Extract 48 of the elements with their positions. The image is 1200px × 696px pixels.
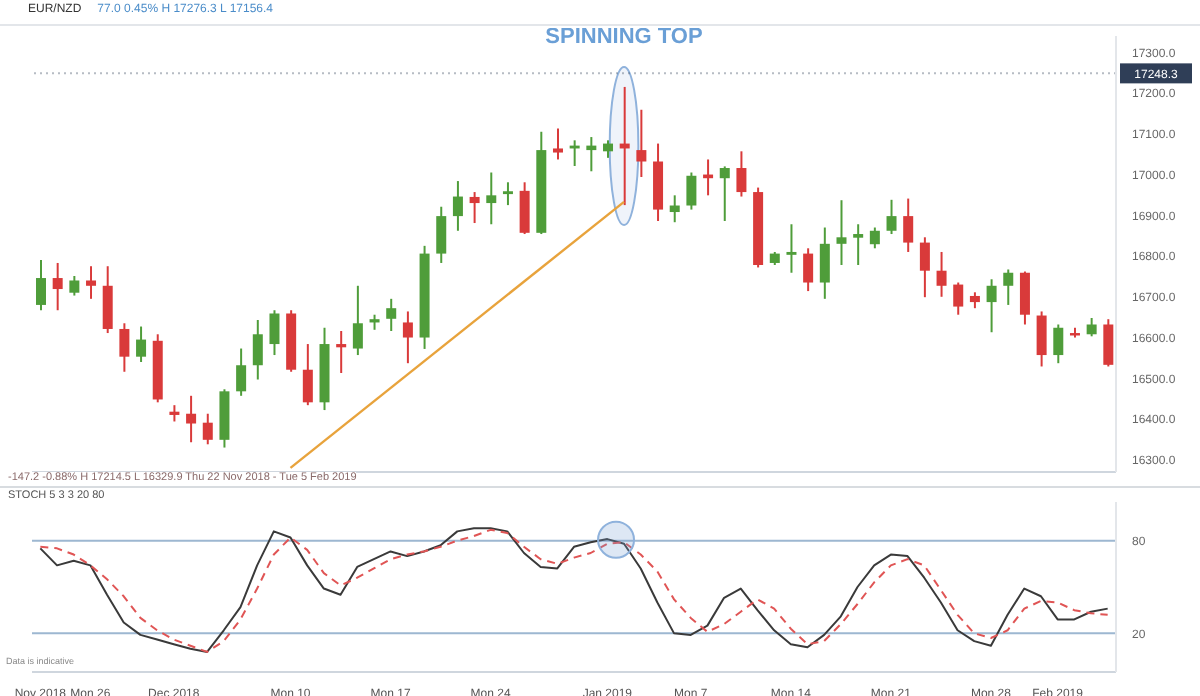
candlestick bbox=[919, 236, 930, 299]
candlestick bbox=[486, 171, 497, 226]
candlestick bbox=[736, 150, 747, 198]
candlestick bbox=[119, 322, 130, 373]
candlestick bbox=[136, 325, 147, 363]
candlestick bbox=[786, 223, 797, 274]
candlestick bbox=[252, 319, 263, 381]
candlestick bbox=[1036, 310, 1047, 368]
candlestick bbox=[36, 259, 46, 312]
candlestick bbox=[386, 297, 397, 333]
candlestick bbox=[836, 199, 847, 266]
candlestick bbox=[302, 343, 313, 407]
candlestick bbox=[69, 275, 80, 297]
annotation: SPINNING TOP bbox=[545, 24, 703, 49]
candlestick bbox=[819, 226, 830, 300]
candlestick bbox=[452, 180, 463, 232]
candlestick bbox=[436, 205, 447, 264]
candlestick bbox=[686, 171, 697, 211]
candlestick bbox=[803, 247, 814, 293]
candlestick bbox=[853, 223, 864, 266]
candlestick bbox=[869, 226, 880, 250]
candlestick bbox=[402, 310, 413, 365]
candlestick bbox=[886, 198, 897, 236]
candlestick bbox=[1053, 323, 1064, 365]
candlestick bbox=[519, 181, 530, 236]
candlestick bbox=[936, 250, 947, 298]
candlestick bbox=[52, 261, 63, 312]
candlestick bbox=[86, 265, 97, 300]
candlestick bbox=[636, 108, 647, 178]
candlestick bbox=[1103, 318, 1114, 368]
candlestick bbox=[552, 127, 563, 161]
candlestick bbox=[102, 265, 113, 335]
candlestick bbox=[236, 347, 247, 397]
candlestick bbox=[1019, 270, 1030, 326]
candlestick bbox=[336, 330, 347, 374]
candlestick bbox=[269, 309, 280, 357]
candlestick bbox=[719, 165, 730, 222]
candlestick bbox=[953, 281, 964, 316]
candlestick bbox=[669, 194, 680, 224]
candlestick bbox=[903, 197, 914, 253]
candlestick bbox=[186, 394, 197, 444]
candlestick bbox=[502, 181, 513, 207]
candlestick bbox=[469, 191, 480, 225]
candlestick bbox=[202, 412, 213, 446]
candlestick bbox=[352, 284, 363, 357]
candlestick bbox=[986, 278, 997, 334]
candlestick bbox=[1003, 268, 1014, 306]
candlestick bbox=[1086, 316, 1097, 338]
